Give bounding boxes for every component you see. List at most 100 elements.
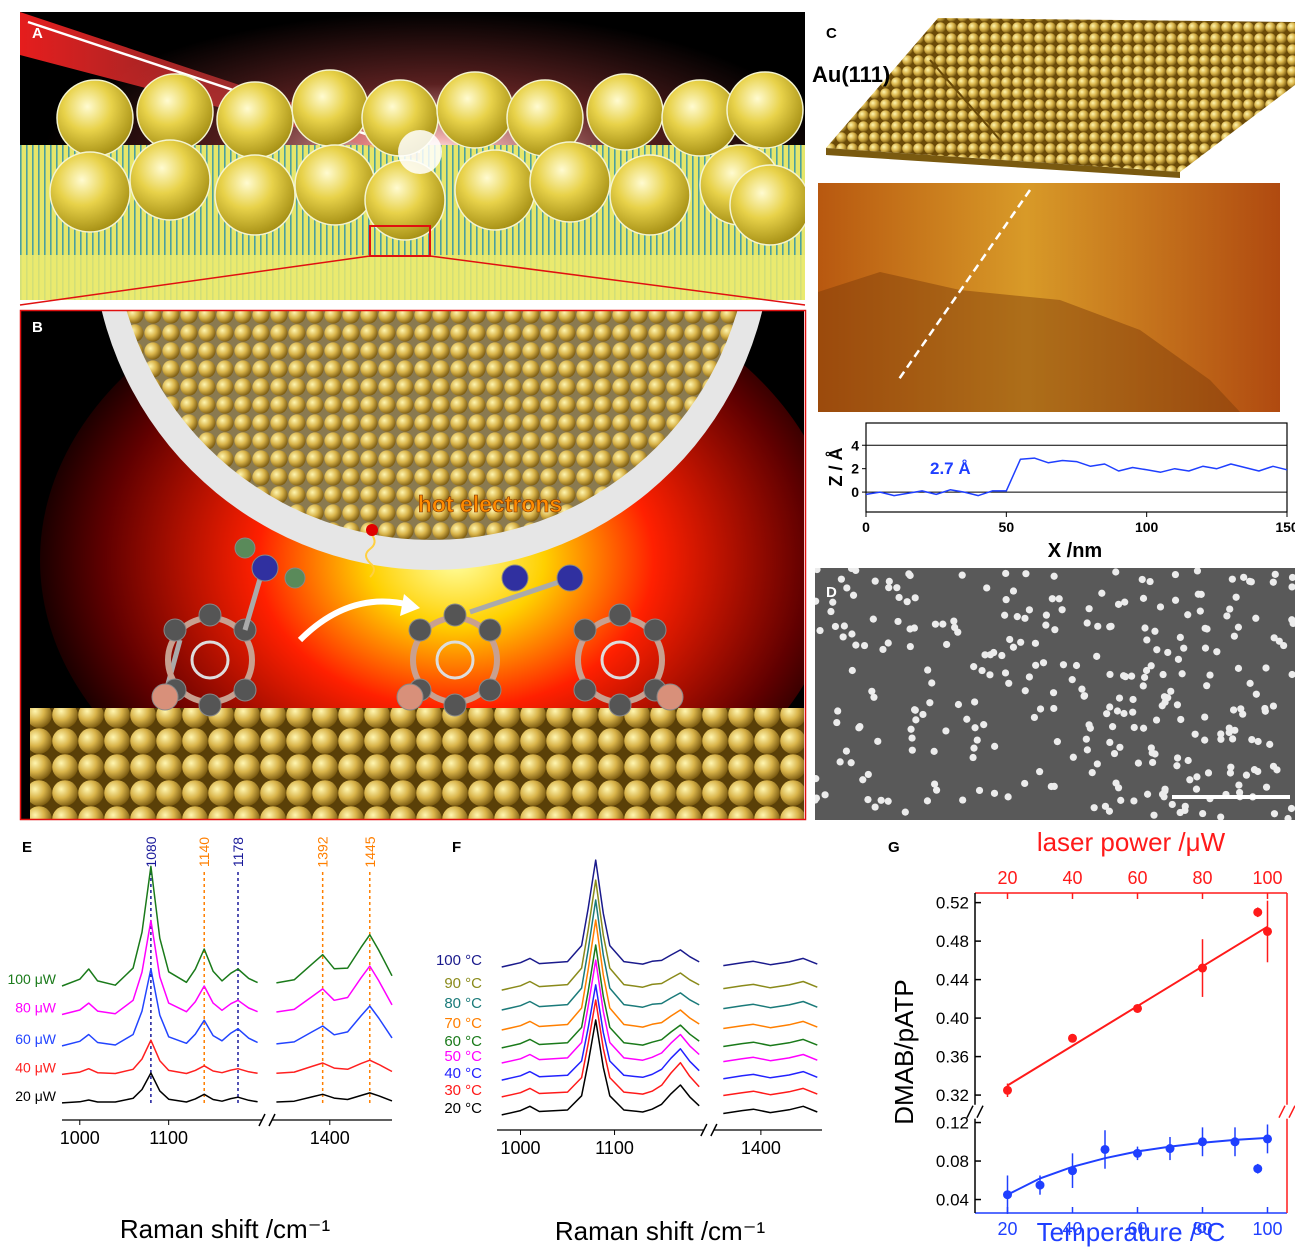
particle [816,627,823,634]
particle [1199,810,1206,817]
series-line [502,960,818,1063]
y-tick-label: 4 [851,437,859,453]
nanoparticle [455,150,535,230]
data-point [1133,1004,1142,1013]
particle [1001,612,1008,619]
particle [1253,691,1260,698]
x-axis-label: Raman shift /cm⁻¹ [120,1214,331,1244]
particle [1115,601,1122,608]
particle [1022,570,1029,577]
particle [980,721,987,728]
particle [1005,793,1012,800]
particle [998,652,1005,659]
nanoparticle [365,160,445,240]
particle [1193,773,1200,780]
x-tick-label: 100 [1252,1219,1282,1239]
y-tick-label: 0 [851,484,859,500]
peak-label: 1445 [362,836,378,867]
particle [843,584,850,591]
x-tick-label: 1400 [741,1138,781,1158]
particle [1031,714,1038,721]
particle [1240,574,1247,581]
particle [1059,606,1066,613]
particle [1175,656,1182,663]
particle [1050,689,1057,696]
particle [1002,570,1009,577]
particle [1021,615,1028,622]
series-label: 90 °C [444,975,482,992]
particle [872,578,879,585]
series-label: 40 μW [15,1059,57,1075]
particle [926,699,933,706]
particle [1017,639,1024,646]
particle [1143,636,1150,643]
figure: A hot electrons [0,0,1295,1248]
particle [838,576,845,583]
particle [1140,725,1147,732]
x-axis-label: Raman shift /cm⁻¹ [555,1216,766,1246]
particle [1114,707,1121,714]
data-point [1003,1086,1012,1095]
panel-d-sem [811,565,1295,822]
particle [1054,738,1061,745]
particle [1106,739,1113,746]
series-line [62,921,392,1015]
particle [1141,674,1148,681]
particle [1159,671,1166,678]
series-label: 100 μW [7,971,56,987]
particle [1032,662,1039,669]
peak-label: 1392 [315,836,331,867]
particle [1198,591,1205,598]
panel-label: E [22,839,32,856]
particle [991,743,998,750]
particle [1192,731,1199,738]
substrate-base [20,255,805,300]
particle [1106,703,1113,710]
particle [1229,576,1236,583]
nanoparticle [137,74,213,150]
electron [366,524,378,536]
particle [868,688,875,695]
particle [1032,640,1039,647]
particle [978,667,985,674]
particle [1235,665,1242,672]
series-label: 80 °C [444,995,482,1012]
particle [1098,590,1105,597]
particle [905,570,912,577]
particle [1255,738,1262,745]
particle [852,642,859,649]
particle [939,621,946,628]
particle [969,754,976,761]
particle [1107,623,1114,630]
particle [1050,705,1057,712]
particle [1262,708,1269,715]
particle [981,651,988,658]
nanoparticle [295,145,375,225]
particle [840,633,847,640]
data-point [1036,1181,1045,1190]
particle [1106,808,1113,815]
particle [1120,710,1127,717]
series-label: 30 °C [444,1082,482,1099]
particle [942,727,949,734]
particle [933,787,940,794]
particle [906,625,913,632]
data-point [1068,1166,1077,1175]
particle [849,667,856,674]
particle [932,621,939,628]
particle [1048,783,1055,790]
particle [1179,670,1186,677]
particle [1026,673,1033,680]
particle [959,796,966,803]
particle [813,794,820,801]
particle [1280,642,1287,649]
nanoparticle [57,80,133,156]
particle [1266,741,1273,748]
axis-break [259,1114,275,1126]
nanoparticle [662,80,738,156]
particle [885,798,892,805]
particle [1226,605,1233,612]
particle [1069,676,1076,683]
y-axis-label: Z / Å [826,448,846,487]
particle [821,791,828,798]
